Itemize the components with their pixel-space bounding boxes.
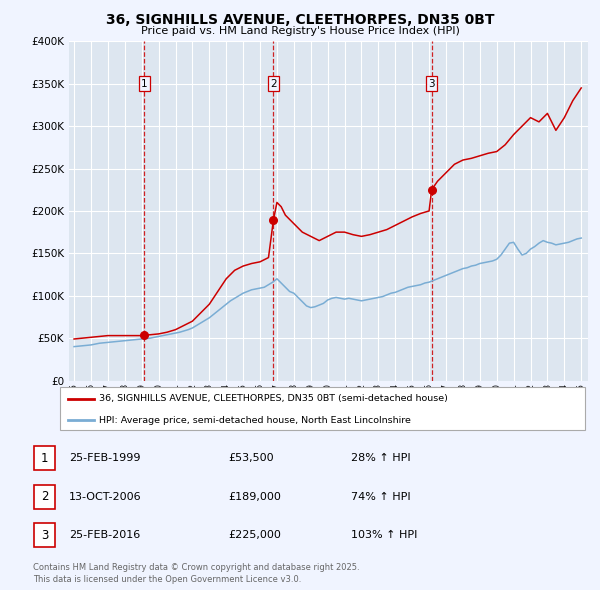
Text: 74% ↑ HPI: 74% ↑ HPI — [351, 492, 410, 502]
Text: £53,500: £53,500 — [228, 454, 274, 463]
Text: 25-FEB-1999: 25-FEB-1999 — [69, 454, 140, 463]
Text: 1: 1 — [41, 452, 48, 465]
Text: 25-FEB-2016: 25-FEB-2016 — [69, 530, 140, 540]
FancyBboxPatch shape — [34, 485, 55, 509]
FancyBboxPatch shape — [60, 387, 585, 430]
Text: Price paid vs. HM Land Registry's House Price Index (HPI): Price paid vs. HM Land Registry's House … — [140, 26, 460, 36]
Text: 36, SIGNHILLS AVENUE, CLEETHORPES, DN35 0BT: 36, SIGNHILLS AVENUE, CLEETHORPES, DN35 … — [106, 13, 494, 27]
Text: 2: 2 — [41, 490, 48, 503]
FancyBboxPatch shape — [34, 523, 55, 547]
Text: 13-OCT-2006: 13-OCT-2006 — [69, 492, 142, 502]
Text: 28% ↑ HPI: 28% ↑ HPI — [351, 454, 410, 463]
Text: 3: 3 — [428, 78, 435, 88]
Text: 1: 1 — [141, 78, 148, 88]
Text: 103% ↑ HPI: 103% ↑ HPI — [351, 530, 418, 540]
Text: £189,000: £189,000 — [228, 492, 281, 502]
Text: £225,000: £225,000 — [228, 530, 281, 540]
Text: Contains HM Land Registry data © Crown copyright and database right 2025.
This d: Contains HM Land Registry data © Crown c… — [33, 563, 359, 584]
Text: 2: 2 — [270, 78, 277, 88]
FancyBboxPatch shape — [34, 447, 55, 470]
Text: 3: 3 — [41, 529, 48, 542]
Text: HPI: Average price, semi-detached house, North East Lincolnshire: HPI: Average price, semi-detached house,… — [100, 416, 411, 425]
Text: 36, SIGNHILLS AVENUE, CLEETHORPES, DN35 0BT (semi-detached house): 36, SIGNHILLS AVENUE, CLEETHORPES, DN35 … — [100, 394, 448, 403]
